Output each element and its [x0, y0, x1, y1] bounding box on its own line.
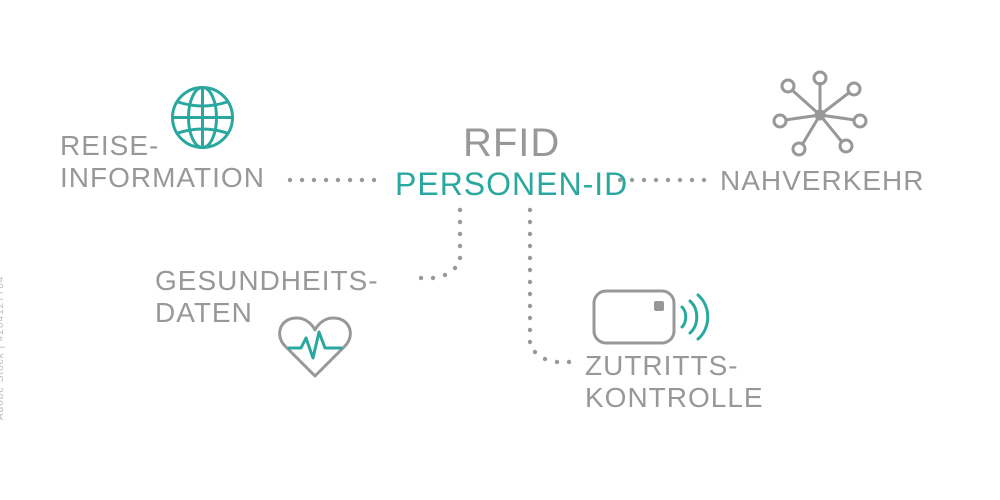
connector-down-right: [528, 208, 571, 364]
connector-down-left: [419, 208, 462, 280]
travel-line2: INFORMATION: [60, 162, 265, 194]
card-icon: [590, 285, 710, 355]
connector-left: [288, 178, 376, 182]
network-icon: [770, 70, 870, 165]
transport-node: NAHVERKEHR: [720, 165, 924, 197]
globe-icon: [165, 80, 240, 160]
heart-icon: [275, 310, 355, 387]
health-line1: GESUNDHEITS-: [155, 265, 379, 297]
access-line2: KONTROLLE: [585, 382, 764, 414]
center-subtitle: PERSONEN-ID: [395, 166, 628, 203]
watermark: Adobe Stock | #204127704: [0, 276, 6, 420]
center-title: RFID: [463, 120, 560, 166]
center-node: RFID PERSONEN-ID: [395, 120, 628, 203]
connector-right: [618, 178, 706, 182]
transport-line1: NAHVERKEHR: [720, 165, 924, 197]
access-node: ZUTRITTS- KONTROLLE: [585, 350, 764, 414]
